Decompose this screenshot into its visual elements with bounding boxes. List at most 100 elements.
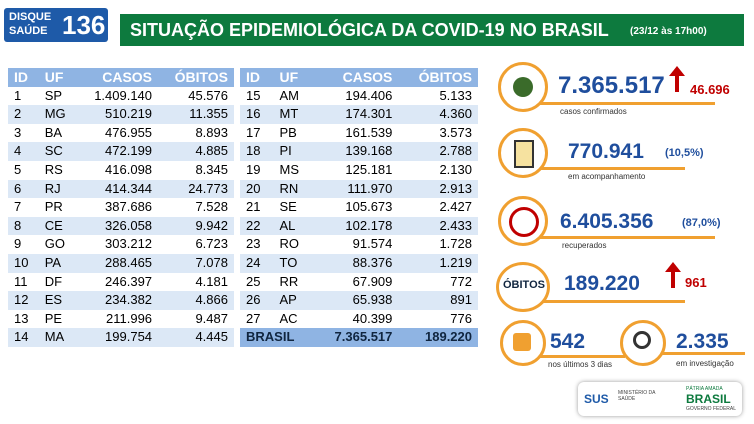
cell: 776: [450, 310, 472, 326]
header-cell: UF: [38, 68, 77, 87]
header-cell: UF: [273, 68, 314, 87]
arrow: [675, 70, 679, 92]
monitoring-value: 770.941: [568, 140, 644, 163]
cell: 2.788: [398, 142, 478, 161]
row: 2 MG 510.219 11.355: [8, 105, 234, 124]
cell: 211.996: [106, 310, 153, 326]
row: 6 RJ 414.344 24.773: [8, 179, 234, 199]
row: 5 RS 416.098 8.345: [8, 161, 234, 180]
cell: 303.212: [105, 236, 153, 252]
header-row: ID UF CASOS ÓBITOS: [240, 68, 478, 87]
date: (23/12 às 17h00): [630, 26, 707, 37]
cell: MS: [279, 161, 300, 177]
cell: 20: [240, 179, 274, 199]
cell: 9.942: [158, 216, 234, 236]
cell: 174.301: [313, 105, 399, 124]
cell: 11.355: [158, 105, 234, 124]
cell: 15: [246, 87, 261, 103]
cell: 7: [14, 199, 22, 215]
cell: 14: [8, 328, 39, 347]
cell: 8.893: [195, 124, 228, 140]
header-cell: ÓBITOS: [398, 68, 478, 87]
cell: 105.673: [345, 199, 393, 215]
cell: 12: [8, 291, 39, 310]
cell: PI: [273, 142, 314, 161]
title: SITUAÇÃO EPIDEMIOLÓGICA DA COVID-19 NO B…: [130, 20, 609, 40]
cell: 2.130: [439, 161, 472, 177]
logo-number: 136: [62, 10, 106, 40]
cell: 3: [14, 124, 22, 140]
header-cell: ÓBITOS: [158, 68, 234, 87]
monitoring-caption: em acompanhamento: [568, 172, 646, 181]
cell: 4.866: [158, 291, 234, 310]
cell: 8: [8, 216, 39, 236]
cell: TO: [273, 253, 314, 273]
row: 13 PE 211.996 9.487: [8, 310, 234, 329]
cell: 414.344: [76, 179, 159, 199]
underline: [515, 300, 685, 303]
cell: RN: [273, 179, 314, 199]
cell: 1.219: [398, 253, 478, 273]
row: 27 AC 40.399 776: [240, 310, 478, 329]
cell: 891: [398, 291, 478, 310]
cell: 45.576: [188, 87, 228, 103]
row: 25 RR 67.909 772: [240, 273, 478, 292]
deaths-new: 961: [685, 275, 707, 290]
cell: 23: [246, 236, 261, 252]
cell: 17: [246, 124, 261, 140]
cell: AM: [279, 87, 300, 103]
cell: SC: [38, 142, 77, 161]
arrow-head: [669, 66, 685, 76]
row: 18 PI 139.168 2.788: [240, 142, 478, 161]
monitoring-percent: (10,5%): [665, 147, 704, 159]
cell: 246.397: [105, 273, 153, 289]
cell: 19: [246, 161, 261, 177]
cell: SP: [44, 87, 63, 103]
confirmed-value: 7.365.517: [558, 72, 665, 99]
underline: [515, 167, 685, 170]
cell: 416.098: [105, 161, 153, 177]
row: 10 PA 288.465 7.078: [8, 253, 234, 273]
arrow: [671, 268, 675, 288]
government: GOVERNO FEDERAL: [686, 406, 737, 412]
confirmed-new: 46.696: [690, 82, 730, 97]
underline: [515, 355, 625, 358]
total-label: BRASIL: [240, 328, 314, 347]
recovered-icon: [498, 196, 548, 246]
cell: 2: [8, 105, 39, 124]
cell: 139.168: [313, 142, 399, 161]
cell: 4: [8, 142, 39, 161]
recent-caption: nos últimos 3 dias: [548, 360, 613, 369]
underline: [640, 352, 745, 355]
row: 14 MA 199.754 4.445: [8, 328, 234, 347]
row: 26 AP 65.938 891: [240, 291, 478, 310]
cell: 4.445: [158, 328, 234, 347]
cell: 9.487: [195, 310, 228, 326]
cell: 4.181: [195, 273, 228, 289]
cell: 7.528: [195, 199, 228, 215]
cell: 27: [246, 310, 261, 326]
row: 8 CE 326.058 9.942: [8, 216, 234, 236]
row: 23 RO 91.574 1.728: [240, 235, 478, 254]
cell: 40.399: [352, 310, 393, 326]
cell: 111.970: [313, 179, 399, 199]
cell: 24: [240, 253, 274, 273]
underline: [515, 236, 715, 239]
search-icon: [620, 320, 666, 366]
cell: 21: [246, 199, 261, 215]
investigation-caption: em investigação: [676, 359, 734, 368]
cell: AP: [273, 291, 314, 310]
left-table: ID UF CASOS ÓBITOS 1 SP 1.409.140 45.576 2 MG 510.…: [8, 68, 234, 347]
header-cell: CASOS: [313, 68, 399, 87]
cell: 2.433: [398, 216, 478, 236]
cell: 22: [240, 216, 274, 236]
cell: 234.382: [76, 291, 159, 310]
cell: RO: [279, 236, 300, 252]
cell: 387.686: [105, 199, 153, 215]
header-cell: ID: [240, 68, 274, 87]
header-cell: ID: [8, 68, 39, 87]
cell: 9: [14, 236, 22, 252]
deaths-value: 189.220: [564, 272, 640, 295]
cell: 194.406: [345, 87, 393, 103]
row: 7 PR 387.686 7.528: [8, 198, 234, 217]
